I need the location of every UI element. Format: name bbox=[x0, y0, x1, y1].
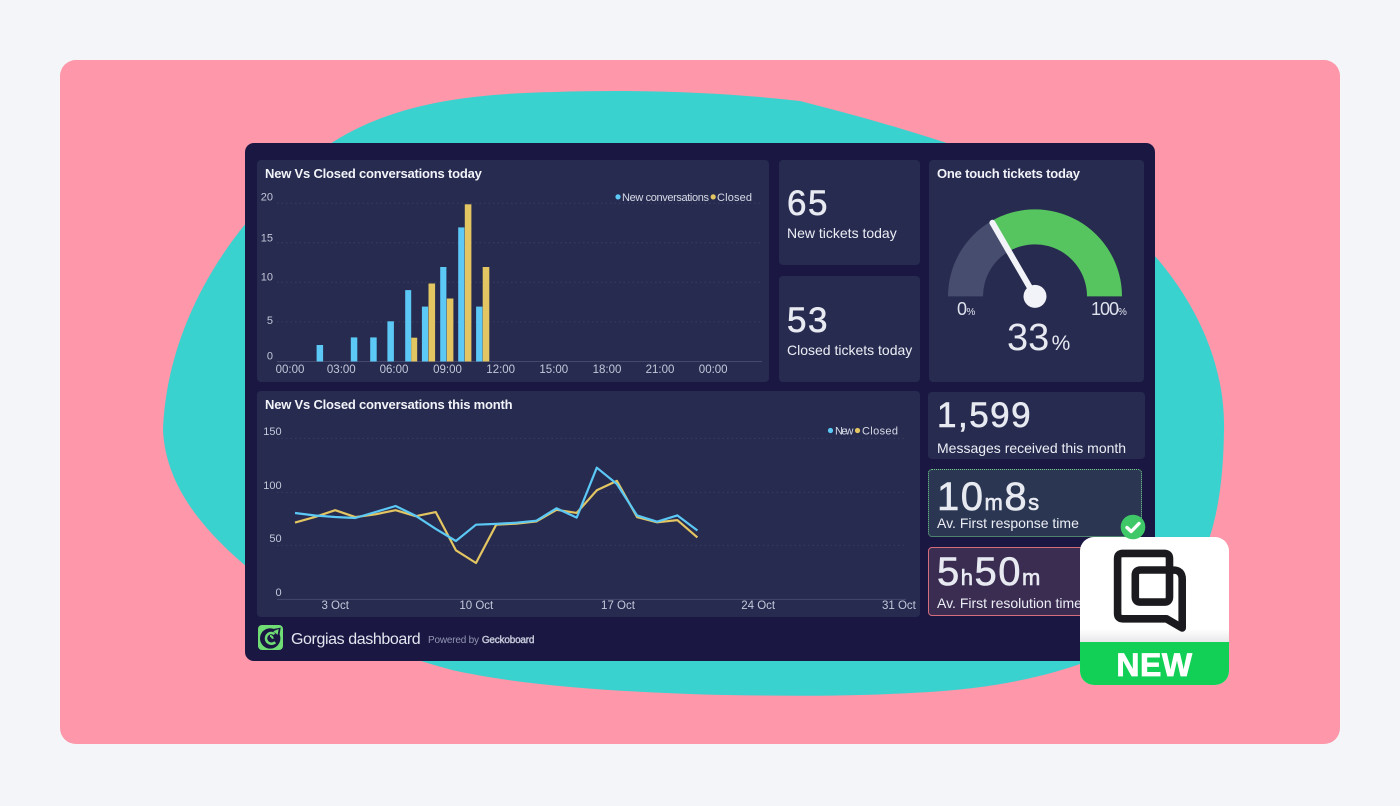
svg-text:0%: 0% bbox=[957, 299, 976, 319]
svg-text:09:00: 09:00 bbox=[433, 364, 462, 376]
svg-text:100: 100 bbox=[263, 480, 281, 492]
svg-text:00:00: 00:00 bbox=[699, 364, 728, 376]
svg-text:3 Oct: 3 Oct bbox=[321, 600, 349, 612]
svg-text:50: 50 bbox=[269, 533, 281, 545]
svg-text:100%: 100% bbox=[1091, 299, 1127, 319]
svg-text:Closed: Closed bbox=[717, 192, 752, 204]
svg-text:0: 0 bbox=[267, 350, 273, 362]
svg-text:17 Oct: 17 Oct bbox=[601, 600, 636, 612]
svg-text:12:00: 12:00 bbox=[486, 364, 515, 376]
svg-text:5: 5 bbox=[267, 315, 273, 327]
svg-text:03:00: 03:00 bbox=[327, 364, 356, 376]
svg-text:20: 20 bbox=[261, 192, 273, 204]
svg-text:150: 150 bbox=[263, 426, 281, 438]
svg-text:24 Oct: 24 Oct bbox=[741, 600, 776, 612]
svg-text:%: % bbox=[1052, 332, 1071, 355]
svg-text:0: 0 bbox=[275, 587, 281, 599]
svg-text:06:00: 06:00 bbox=[380, 364, 409, 376]
svg-text:Closed: Closed bbox=[862, 426, 898, 438]
svg-text:15:00: 15:00 bbox=[539, 364, 568, 376]
svg-text:00:00: 00:00 bbox=[276, 364, 305, 376]
svg-text:New conversations: New conversations bbox=[622, 192, 710, 204]
svg-text:15: 15 bbox=[261, 233, 273, 245]
svg-text:33: 33 bbox=[1007, 317, 1049, 359]
svg-text:18:00: 18:00 bbox=[593, 364, 622, 376]
svg-text:21:00: 21:00 bbox=[646, 364, 675, 376]
svg-text:10: 10 bbox=[261, 272, 273, 284]
svg-text:New: New bbox=[835, 426, 854, 438]
svg-text:31 Oct: 31 Oct bbox=[882, 600, 917, 612]
svg-text:10 Oct: 10 Oct bbox=[459, 600, 494, 612]
